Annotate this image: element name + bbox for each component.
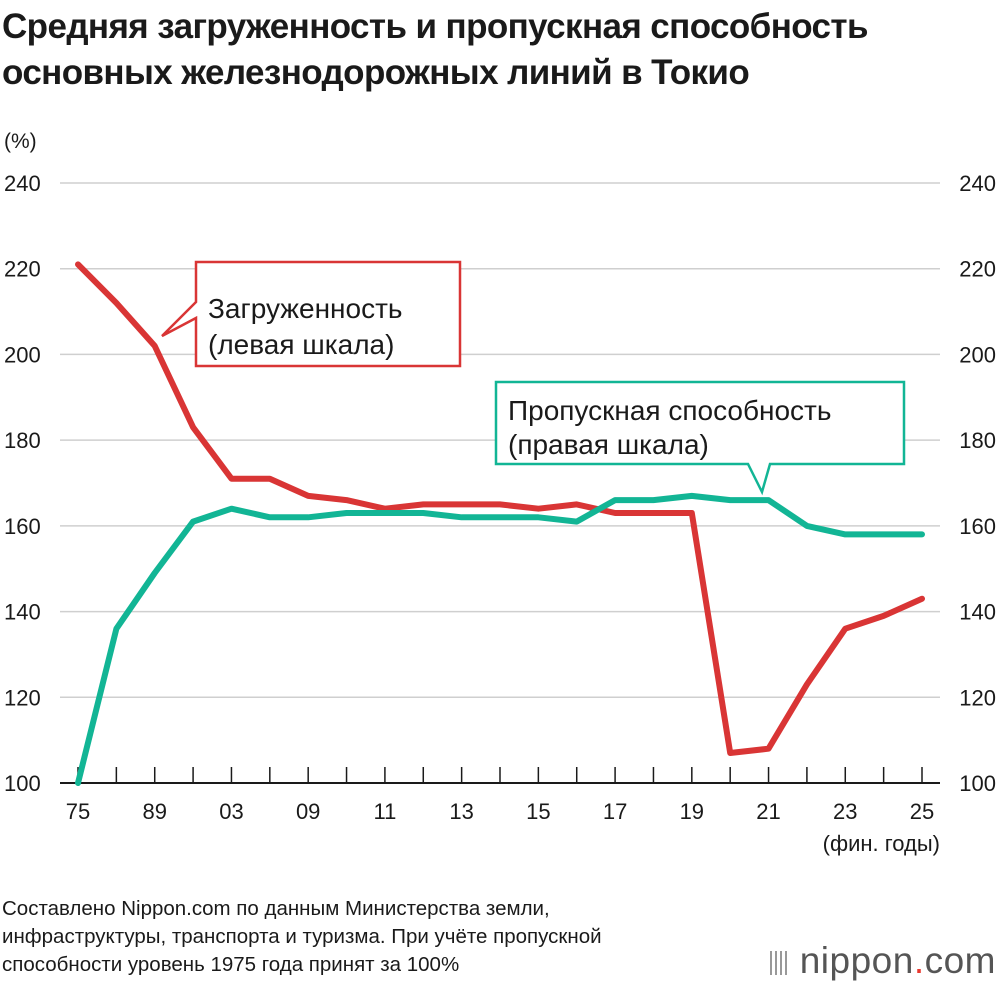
chart-title-line-1: Средняя загруженность и пропускная спосо… xyxy=(2,7,868,46)
left-tick-label-100: 100 xyxy=(4,771,41,796)
source-line-1: Составлено Nippon.com по данным Министер… xyxy=(2,897,550,920)
right-tick-label-140: 140 xyxy=(959,600,996,625)
chart-title-line-2: основных железнодорожных линий в Токио xyxy=(2,53,750,92)
legend-label-load-scale: (левая шкала) xyxy=(208,329,394,360)
right-tick-label-180: 180 xyxy=(959,428,996,453)
y-axis-unit-label: (%) xyxy=(4,130,37,153)
left-tick-label-220: 220 xyxy=(4,257,41,282)
x-tick-label-23: 23 xyxy=(833,799,857,824)
left-tick-label-160: 160 xyxy=(4,514,41,539)
left-tick-label-240: 240 xyxy=(4,171,41,196)
x-tick-label-21: 21 xyxy=(756,799,780,824)
left-tick-label-200: 200 xyxy=(4,342,41,367)
right-tick-label-220: 220 xyxy=(959,257,996,282)
legend-label-capacity: Пропускная способность xyxy=(508,395,831,426)
chart-title: Средняя загруженность и пропускная спосо… xyxy=(2,4,998,96)
x-tick-label-25: 25 xyxy=(910,799,934,824)
x-tick-label-09: 09 xyxy=(296,799,320,824)
legend-callout-load-box xyxy=(161,260,462,368)
x-tick-label-13: 13 xyxy=(449,799,473,824)
x-axis-unit-label: (фин. годы) xyxy=(823,831,940,856)
left-tick-label-120: 120 xyxy=(4,685,41,710)
logo-bars-icon xyxy=(769,951,790,975)
right-tick-label-240: 240 xyxy=(959,171,996,196)
logo-dot: . xyxy=(913,940,925,981)
x-tick-label-19: 19 xyxy=(680,799,704,824)
legend-callout-load: Загруженность (левая шкала) xyxy=(161,260,462,368)
x-tick-label-11: 11 xyxy=(373,799,396,824)
series-line-load xyxy=(75,261,925,756)
x-tick-label-17: 17 xyxy=(603,799,627,824)
right-tick-label-100: 100 xyxy=(959,771,996,796)
left-tick-label-180: 180 xyxy=(4,428,41,453)
right-tick-label-160: 160 xyxy=(959,514,996,539)
right-tick-label-200: 200 xyxy=(959,342,996,367)
nippon-logo: nippon.com xyxy=(769,940,996,982)
source-note: Составлено Nippon.com по данным Министер… xyxy=(2,895,742,979)
legend-label-capacity-scale: (правая шкала) xyxy=(508,429,709,460)
x-tick-label-75: 75 xyxy=(66,799,90,824)
legend-callout-capacity: Пропускная способность (правая шкала) xyxy=(494,380,906,496)
legend-callout-capacity-box xyxy=(494,380,906,496)
legend-label-load: Загруженность xyxy=(208,293,402,324)
line-chart: 100 120 140 160 180 200 220 240 100 120 140 160 180… xyxy=(4,130,996,856)
right-axis-ticks: 100 120 140 160 180 200 220 240 xyxy=(959,171,996,796)
logo-name: nippon xyxy=(799,940,914,981)
left-tick-label-140: 140 xyxy=(4,600,41,625)
right-tick-label-120: 120 xyxy=(959,685,996,710)
logo-tld: com xyxy=(924,940,996,981)
source-line-3: способности уровень 1975 года принят за … xyxy=(2,953,460,976)
x-tick-label-03: 03 xyxy=(219,799,243,824)
series-line-capacity xyxy=(75,492,925,786)
x-axis: 75 89 03 09 11 13 15 17 19 21 23 25 xyxy=(60,767,940,824)
source-line-2: инфраструктуры, транспорта и туризма. Пр… xyxy=(2,925,602,948)
series-lines xyxy=(75,261,925,786)
left-axis-ticks: 100 120 140 160 180 200 220 240 xyxy=(4,171,41,796)
x-tick-label-89: 89 xyxy=(142,799,166,824)
x-tick-label-15: 15 xyxy=(526,799,550,824)
